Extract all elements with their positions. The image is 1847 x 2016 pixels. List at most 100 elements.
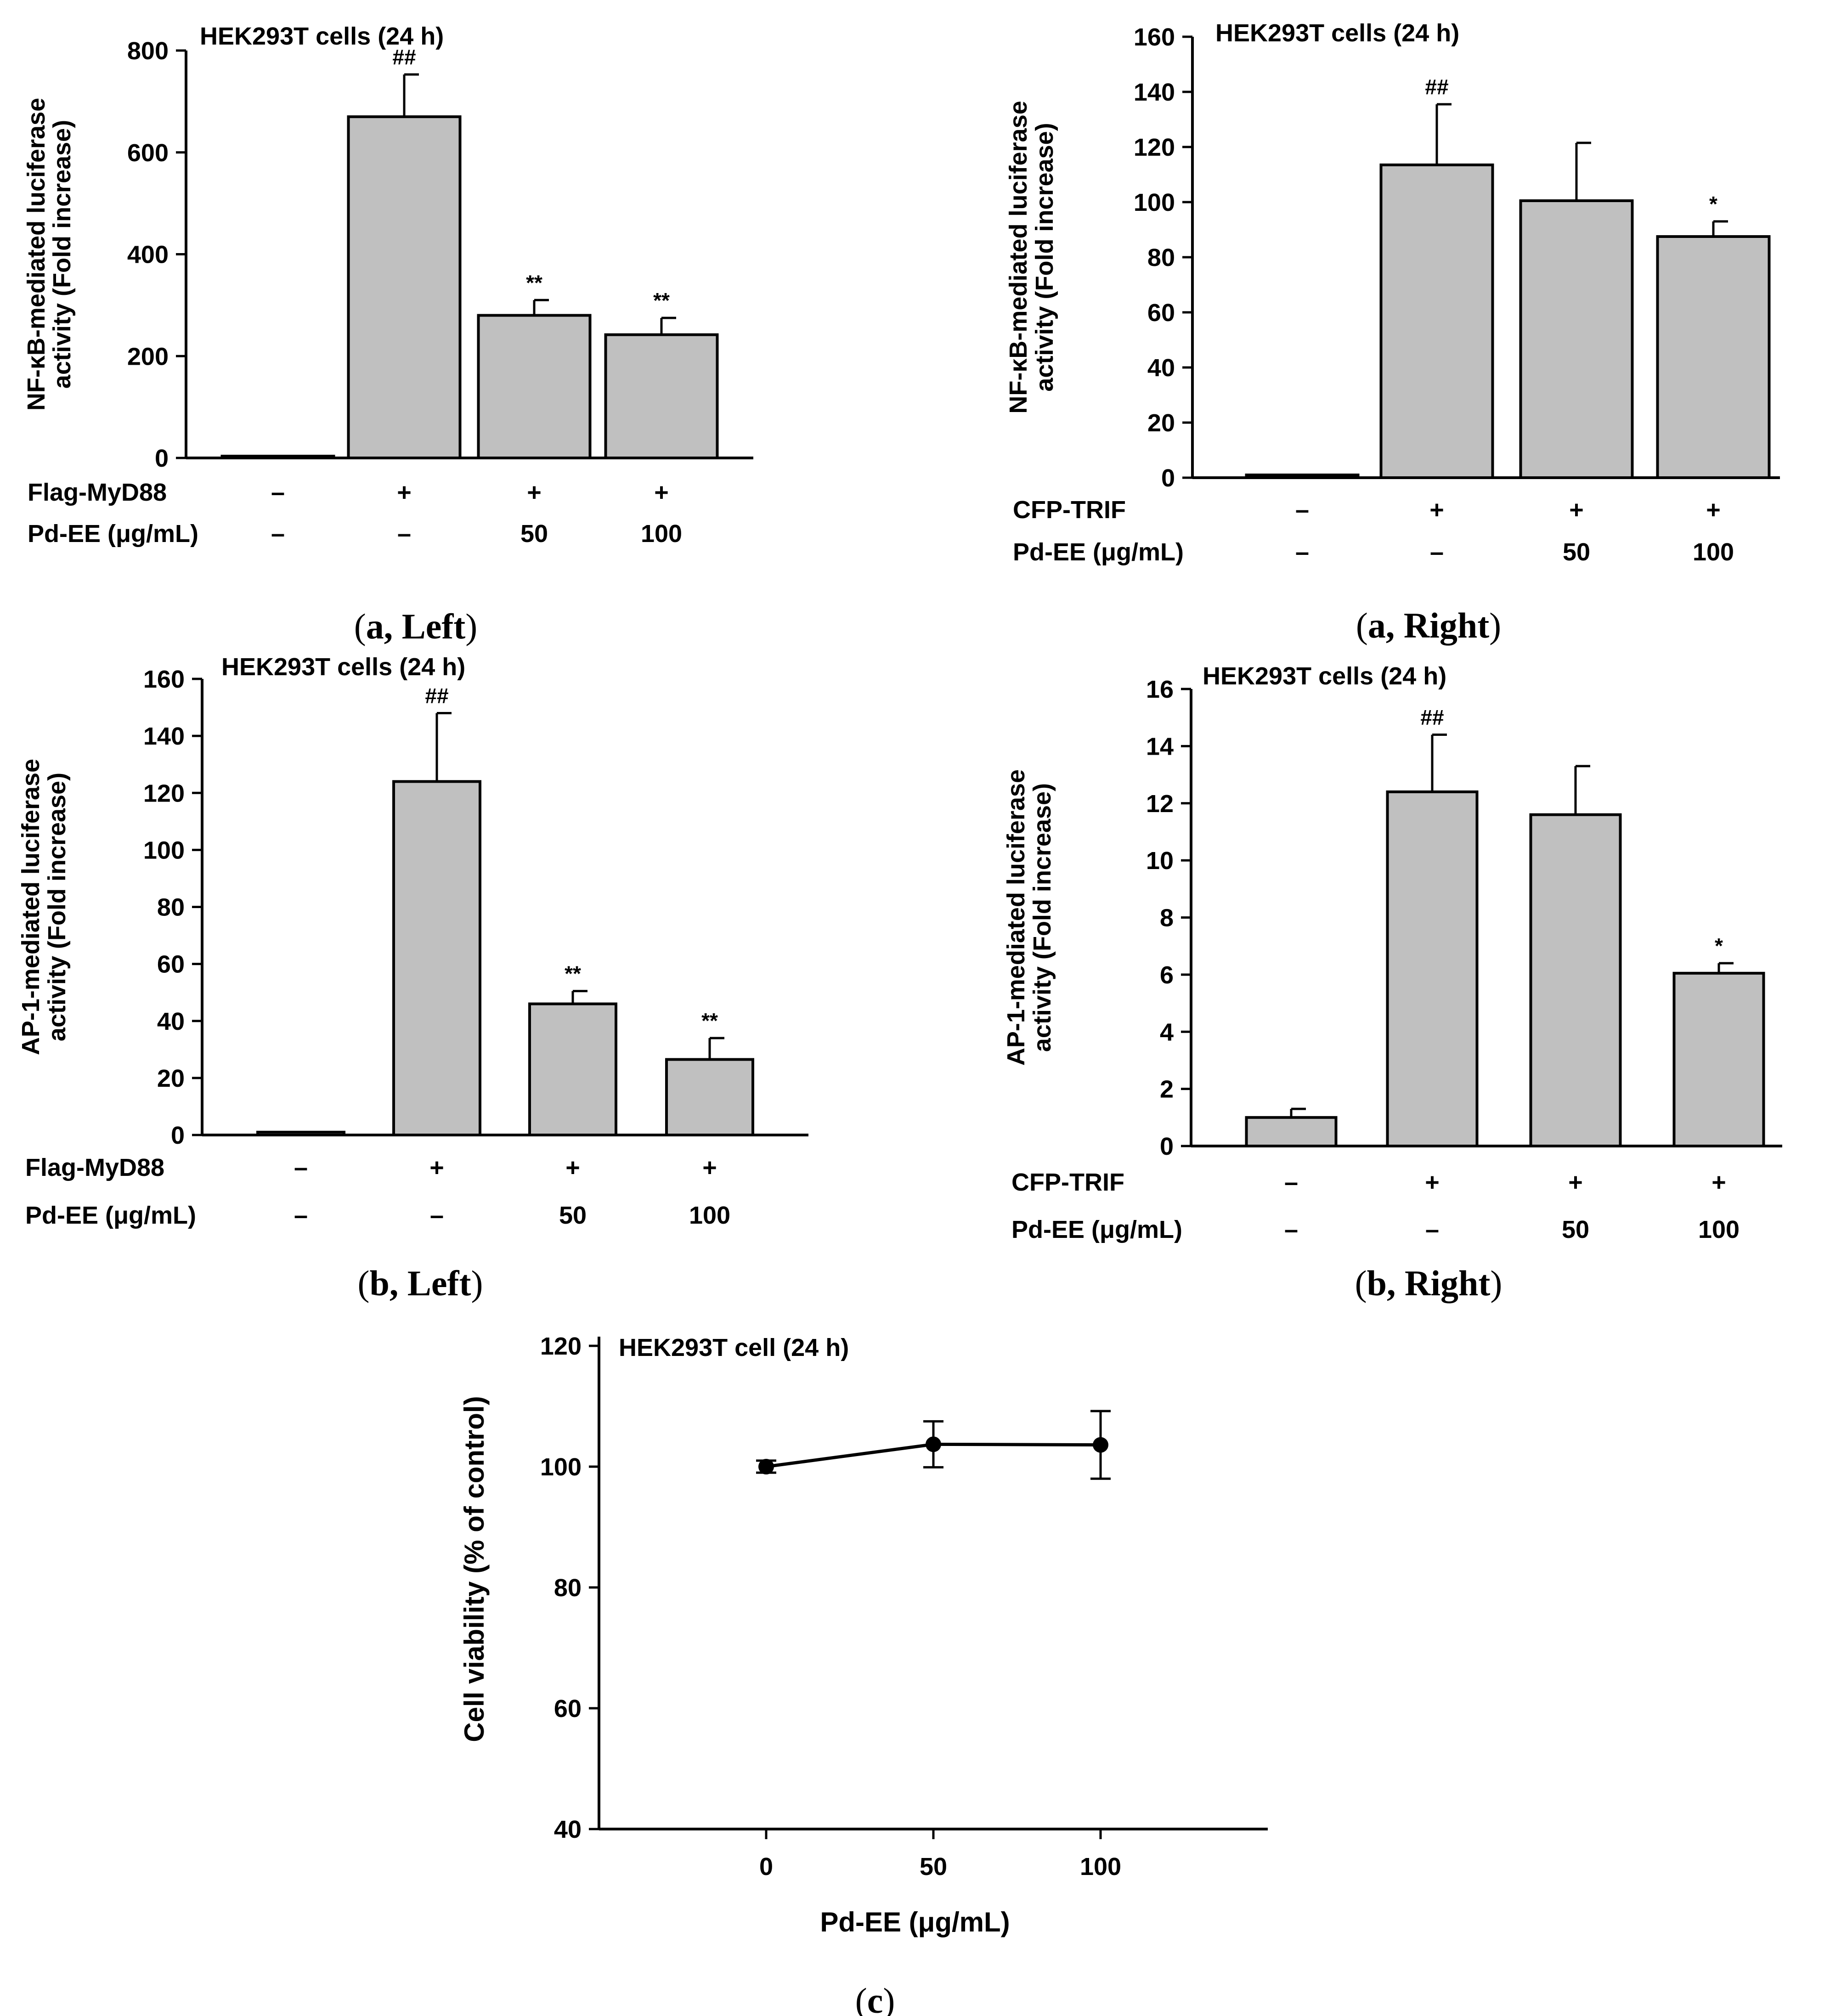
y-tick-label: 20 [1147, 409, 1175, 437]
y-tick-label: 0 [171, 1122, 185, 1149]
caption-close: ) [471, 1263, 483, 1303]
bar [347, 115, 462, 459]
condition-cell: – [294, 1202, 308, 1229]
chart-aL: 0 200 400 600 800 HEK293T cells (24 h) NF-κB-m… [23, 23, 753, 646]
x-tick-label: 100 [1080, 1853, 1121, 1880]
condition-cell: + [1429, 496, 1444, 524]
caption-close: ) [465, 606, 477, 646]
y-tick-label: 20 [157, 1065, 185, 1092]
bar [1245, 474, 1360, 479]
condition-cell: + [702, 1154, 717, 1181]
y-axis-label: activity (Fold increase) [1031, 123, 1058, 391]
condition-cell: 50 [1563, 538, 1590, 566]
y-tick-label: 14 [1146, 733, 1174, 760]
significance-mark: * [1715, 934, 1723, 958]
panel-caption: (c) [855, 1981, 895, 2016]
condition-cell: + [1425, 1169, 1440, 1196]
y-axis-label: AP-1-mediated luciferase [1002, 769, 1030, 1066]
x-axis-label: Pd-EE (μg/mL) [820, 1907, 1010, 1937]
bar [665, 1058, 754, 1137]
condition-cell: 50 [520, 520, 548, 548]
condition-cell: – [397, 520, 411, 548]
y-tick-label: 40 [157, 1008, 185, 1035]
condition-cell: – [294, 1154, 308, 1181]
condition-cell: 100 [689, 1202, 730, 1229]
bar [1529, 813, 1622, 1147]
caption-close: ) [883, 1981, 895, 2016]
chart-title: HEK293T cells (24 h) [1215, 19, 1459, 47]
significance-mark: ## [1420, 706, 1444, 729]
condition-cell: – [430, 1202, 444, 1229]
y-tick-label: 4 [1160, 1018, 1174, 1046]
x-tick-label: 0 [759, 1853, 773, 1880]
y-tick-label: 12 [1146, 790, 1174, 818]
bar [1245, 1116, 1338, 1147]
panel-caption: (a, Left) [354, 606, 478, 646]
condition-cell: + [429, 1154, 444, 1181]
condition-cell: – [1425, 1216, 1439, 1243]
condition-cell: + [1706, 496, 1721, 524]
y-tick-label: 0 [155, 445, 169, 472]
y-tick-label: 160 [143, 666, 185, 693]
y-tick-label: 80 [157, 894, 185, 921]
y-tick-label: 160 [1134, 23, 1175, 51]
chart-title: HEK293T cells (24 h) [200, 23, 444, 50]
caption-close: ) [1490, 1263, 1502, 1303]
condition-row-label: Pd-EE (μg/mL) [28, 520, 198, 548]
bar [1379, 164, 1494, 479]
bar [1386, 790, 1479, 1147]
condition-row-label: CFP-TRIF [1013, 496, 1126, 524]
data-point [1093, 1437, 1108, 1453]
condition-row-label: Flag-MyD88 [25, 1154, 164, 1181]
condition-cell: 50 [1562, 1216, 1589, 1243]
y-axis-label: activity (Fold increase) [43, 773, 71, 1041]
caption-open: ( [855, 1981, 867, 2016]
chart-c: 40 60 80 100 120 0 50 100 HEK293T cell (24 h) Cel… [459, 1333, 1268, 2016]
condition-cell: – [271, 479, 285, 506]
y-tick-label: 0 [1160, 1133, 1174, 1160]
caption-rest: , Right [1387, 1263, 1490, 1303]
y-tick-label: 140 [143, 723, 185, 750]
panel-caption: (b, Left) [358, 1263, 483, 1303]
chart-title: HEK293T cells (24 h) [221, 653, 465, 681]
data-point [926, 1436, 941, 1452]
y-tick-label: 6 [1160, 961, 1174, 989]
y-tick-label: 100 [143, 836, 185, 864]
chart-aR: 0 20 40 60 80 100 120 140 160 HEK293T cells (24 h… [1005, 19, 1780, 645]
y-tick-label: 100 [540, 1453, 582, 1481]
bar [528, 1002, 617, 1136]
condition-cell: – [1295, 538, 1309, 566]
chart-title: HEK293T cell (24 h) [619, 1334, 849, 1361]
panel-caption: (a, Right) [1356, 605, 1501, 645]
data-point [758, 1459, 774, 1474]
significance-mark: ** [701, 1009, 718, 1033]
y-tick-label: 40 [554, 1816, 582, 1843]
condition-cell: + [1568, 1169, 1583, 1196]
x-tick-label: 50 [920, 1853, 947, 1880]
condition-cell: – [1430, 538, 1444, 566]
condition-cell: + [397, 479, 412, 506]
significance-mark: ## [392, 45, 416, 69]
significance-mark: ** [526, 271, 542, 294]
y-tick-label: 800 [127, 37, 169, 65]
y-tick-label: 120 [143, 779, 185, 807]
y-axis-label: activity (Fold increase) [48, 120, 76, 389]
bar [1672, 971, 1765, 1147]
caption-rest: , Left [384, 606, 466, 646]
condition-row-label: CFP-TRIF [1011, 1169, 1124, 1196]
bar [477, 314, 592, 459]
condition-cell: – [1284, 1216, 1298, 1243]
y-tick-label: 80 [1147, 244, 1175, 271]
y-axis-label: activity (Fold increase) [1028, 783, 1056, 1052]
bar [604, 333, 719, 459]
condition-row-label: Pd-EE (μg/mL) [1013, 538, 1184, 566]
significance-mark: ## [425, 683, 448, 707]
y-tick-label: 120 [1134, 134, 1175, 161]
caption-rest: , Right [1386, 605, 1489, 645]
y-tick-label: 40 [1147, 354, 1175, 382]
caption-rest: , Left [390, 1263, 471, 1303]
chart-title: HEK293T cells (24 h) [1203, 662, 1446, 690]
condition-row-label: Pd-EE (μg/mL) [1011, 1216, 1182, 1243]
bar [1519, 199, 1634, 479]
condition-cell: – [271, 520, 285, 548]
